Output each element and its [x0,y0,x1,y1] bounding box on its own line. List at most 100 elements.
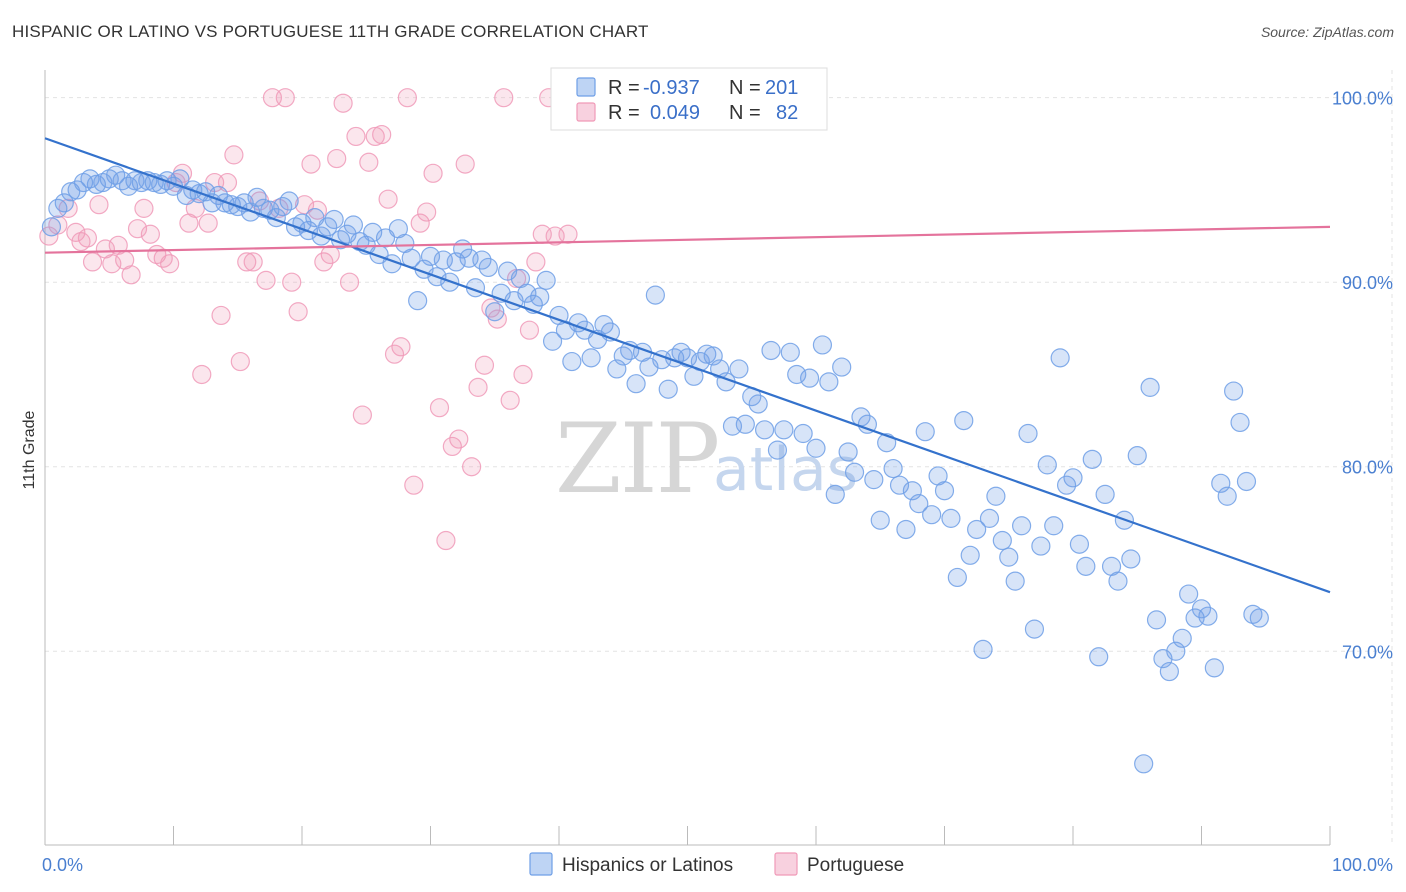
x-tick-label-0: 0.0% [42,855,83,875]
hispanic-point-168 [1121,549,1141,569]
portuguese-point-52 [378,189,398,209]
hispanic-point-2 [54,193,74,213]
hispanic-point-151 [1011,516,1032,536]
hispanic-point-57 [408,291,428,311]
hispanic-point-142 [954,410,974,431]
hispanic-point-171 [1140,377,1160,397]
hispanic-point-127 [857,414,878,434]
hispanic-point-128 [864,470,884,490]
hispanic-point-172 [1146,610,1167,630]
hispanic-point-156 [1044,516,1064,536]
portuguese-point-40 [301,154,321,174]
hispanic-point-76 [530,287,550,307]
portuguese-point-51 [372,124,392,145]
portuguese-point-38 [288,302,308,322]
portuguese-point-46 [339,272,360,292]
portuguese-point-33 [256,270,276,290]
portuguese-point-57 [410,213,430,233]
hispanic-point-59 [420,246,441,266]
hispanic-point-125 [844,462,865,482]
portuguese-point-64 [455,154,475,174]
hispanic-point-78 [542,331,563,351]
portuguese-point-59 [423,163,443,183]
hispanic-point-118 [799,368,820,388]
y-tick-labels: 100.0% 90.0% 80.0% 70.0% [1332,89,1393,663]
x-tick-label-1: 100.0% [1332,855,1393,875]
hispanic-point-164 [1095,484,1115,505]
hispanic-point-34 [260,200,280,220]
hispanic-point-155 [1037,455,1057,475]
hispanic-point-43 [318,217,338,237]
legend-r-value-hispanic: -0.937 [643,77,700,99]
hispanic-point-150 [1005,571,1025,591]
portuguese-point-43 [320,244,340,265]
hispanic-point-133 [896,519,916,540]
portuguese-point-48 [352,405,372,425]
portuguese-point-1 [48,215,68,235]
chart-title: HISPANIC OR LATINO VS PORTUGUESE 11TH GR… [12,22,649,41]
portuguese-point-68 [481,298,501,318]
hispanic-point-94 [645,285,665,305]
hispanic-point-47 [343,215,363,235]
hispanic-point-123 [832,357,852,377]
portuguese-point-75 [526,252,546,272]
hispanic-point-77 [536,270,556,290]
portuguese-point-73 [513,364,533,385]
hispanic-point-32 [247,187,267,207]
portuguese-point-9 [102,254,122,274]
series-legend-swatch-hispanic [529,852,553,876]
watermark: ZIP atlas [555,403,858,515]
hispanic-point-121 [819,372,839,392]
hispanic-point-153 [1024,619,1045,639]
hispanic-point-110 [748,394,768,414]
y-axis-label: 11th Grade [21,410,38,489]
hispanic-point-112 [761,340,781,361]
legend-r-label-portuguese: R = [608,102,640,124]
hispanic-point-148 [992,530,1012,551]
hispanic-point-183 [1217,486,1237,506]
portuguese-point-7 [89,195,109,215]
hispanic-point-124 [838,442,858,462]
hispanic-point-149 [999,547,1019,567]
portuguese-point-54 [391,337,411,357]
hispanic-point-145 [973,639,993,660]
y-tick-label-2: 80.0% [1342,458,1393,478]
x-tick-labels: 0.0% 100.0% [42,855,1393,875]
hispanic-points [41,165,1269,774]
hispanic-point-166 [1108,571,1128,591]
hispanic-point-154 [1031,536,1051,556]
portuguese-point-69 [487,309,507,329]
hispanic-point-181 [1204,658,1224,678]
hispanic-point-139 [934,481,955,501]
portuguese-point-56 [404,475,424,495]
portuguese-point-37 [282,272,302,292]
stats-legend-box [550,67,828,131]
portuguese-point-63 [449,429,469,449]
portuguese-point-49 [359,152,379,172]
hispanic-point-159 [1063,468,1083,488]
portuguese-point-65 [462,457,482,477]
hispanic-point-152 [1018,423,1038,444]
hispanic-point-141 [947,567,967,588]
portuguese-point-71 [500,390,520,410]
portuguese-point-14 [134,198,154,218]
hispanic-point-144 [967,519,987,540]
portuguese-point-5 [77,228,98,248]
hispanic-point-160 [1069,534,1090,554]
portuguese-point-50 [365,126,385,147]
portuguese-points [39,88,585,551]
hispanic-point-174 [1159,661,1179,682]
hispanic-point-143 [960,545,980,565]
legend-n-label-portuguese: N = [729,102,761,124]
hispanic-point-86 [594,315,614,335]
hispanic-point-136 [915,422,935,442]
y-tick-label-0: 100.0% [1332,89,1393,109]
portuguese-point-28 [224,145,244,165]
series-legend-swatch-portuguese [774,852,798,876]
hispanic-point-146 [979,508,1000,528]
hispanic-point-44 [324,209,344,230]
hispanic-point-122 [825,484,845,505]
hispanic-point-161 [1076,556,1096,576]
hispanic-point-170 [1134,754,1154,774]
portuguese-point-55 [397,88,417,108]
